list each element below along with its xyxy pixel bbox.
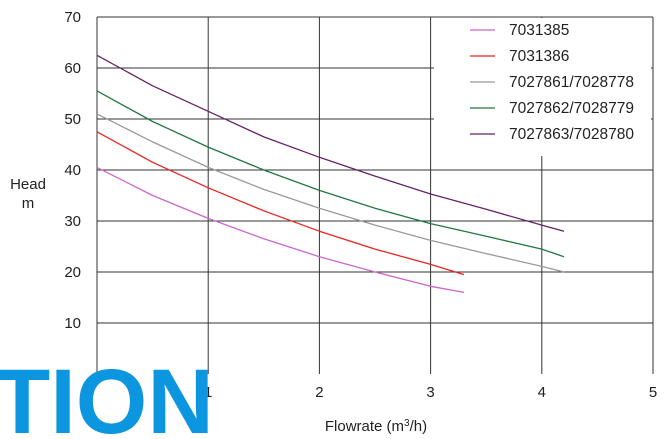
x-tick-label-1: 1: [204, 384, 212, 401]
series-line-2: [96, 131, 465, 276]
legend-label-3: 7027861/7028778: [509, 74, 634, 91]
x-tick-label-5: 5: [649, 384, 657, 401]
legend-label-5: 7027863/7028780: [509, 126, 634, 143]
y-tick-label-10: 10: [64, 315, 81, 332]
legend-label-4: 7027862/7028779: [509, 100, 634, 117]
x-axis-label-sup: 3: [404, 418, 410, 429]
series-line-5: [96, 54, 565, 232]
y-tick-label-70: 70: [64, 9, 81, 26]
y-tick-label-20: 20: [64, 264, 81, 281]
x-tick-label-3: 3: [426, 384, 434, 401]
x-tick-label-2: 2: [315, 384, 323, 401]
x-tick-labels: 1 2 3 4 5: [204, 384, 657, 401]
x-tick-label-4: 4: [538, 384, 546, 401]
legend-background: [434, 18, 651, 156]
legend-label-1: 7031385: [509, 22, 569, 39]
legend-box: [434, 18, 651, 156]
x-axis-label-tail: /h): [410, 418, 428, 435]
series-line-4: [96, 90, 565, 258]
legend: 7031385 7031386 7027861/7028778 7027862/702…: [470, 22, 634, 143]
x-axis-label: Flowrate (m3/h): [325, 418, 427, 436]
y-tick-labels: 10 20 30 40 50 60 70: [64, 9, 81, 332]
y-tick-label-30: 30: [64, 213, 81, 230]
y-axis-label-line2: m: [22, 195, 35, 212]
x-axis-label-base: Flowrate (m: [325, 418, 404, 435]
series-lines: [96, 54, 565, 294]
series-line-3: [96, 113, 565, 273]
y-axis-label-line1: Head: [10, 176, 46, 193]
legend-label-2: 7031386: [509, 48, 569, 65]
watermark-text: TION: [0, 351, 214, 439]
y-tick-label-40: 40: [64, 162, 81, 179]
series-line-1: [96, 166, 465, 294]
y-tick-label-60: 60: [64, 60, 81, 77]
y-tick-label-50: 50: [64, 111, 81, 128]
